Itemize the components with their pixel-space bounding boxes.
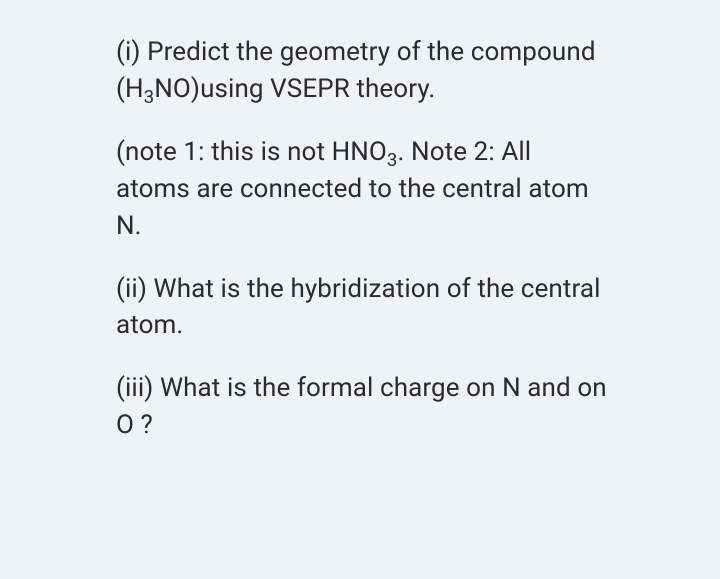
question-part-i: (i) Predict the geometry of the compound… — [116, 34, 610, 108]
question-part-iii: (iii) What is the formal charge on N and… — [116, 370, 610, 444]
subscript: 3 — [387, 149, 398, 171]
subscript: 3 — [144, 86, 155, 108]
question-note: (note 1: this is not HNO3. Note 2: All a… — [116, 134, 610, 245]
text-run: (ii) What is the hybridization of the ce… — [116, 274, 601, 341]
text-run: NO)using VSEPR theory. — [154, 74, 435, 104]
text-run: (iii) What is the formal charge on N and… — [116, 373, 607, 440]
text-run: (note 1: this is not HNO — [116, 137, 387, 167]
question-part-ii: (ii) What is the hybridization of the ce… — [116, 271, 610, 345]
